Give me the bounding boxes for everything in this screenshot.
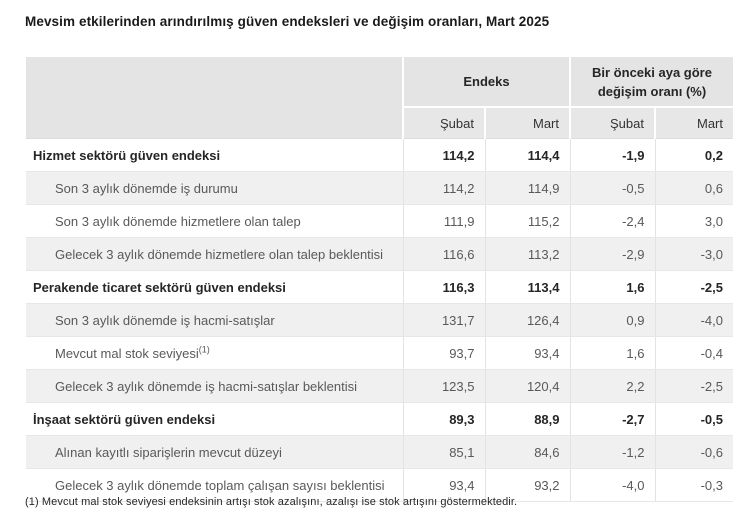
- cell-value: 89,3: [402, 402, 485, 436]
- footnote: (1) Mevcut mal stok seviyesi endeksinin …: [25, 496, 518, 508]
- subheader-change-mart: Mart: [654, 107, 733, 139]
- row-label: Hizmet sektörü güven endeksi: [26, 138, 403, 172]
- table-row: Hizmet sektörü güven endeksi 114,2 114,4 -1…: [26, 138, 733, 172]
- cell-value: -4,0: [654, 303, 733, 337]
- cell-value: 113,4: [484, 270, 570, 304]
- cell-value: -2,4: [569, 204, 655, 238]
- row-label: Gelecek 3 aylık dönemde iş hacmi-satışla…: [26, 369, 403, 403]
- table-row: Perakende ticaret sektörü güven endeksi 1…: [26, 270, 733, 304]
- table-row: Son 3 aylık dönemde iş durumu 114,2 114,9-…: [26, 171, 733, 205]
- cell-value: 93,2: [484, 468, 570, 502]
- cell-value: 126,4: [484, 303, 570, 337]
- cell-value: -1,2: [569, 435, 655, 469]
- cell-value: 3,0: [654, 204, 733, 238]
- cell-value: 131,7: [402, 303, 485, 337]
- cell-value: 111,9: [402, 204, 485, 238]
- cell-value: 93,7: [402, 336, 485, 370]
- cell-value: -2,5: [654, 270, 733, 304]
- cell-value: 120,4: [484, 369, 570, 403]
- cell-value: 93,4: [402, 468, 485, 502]
- subheader-endeks-subat: Şubat: [402, 107, 485, 139]
- cell-value: -2,7: [569, 402, 655, 436]
- table-row: Gelecek 3 aylık dönemde hizmetlere olan …: [26, 237, 733, 271]
- cell-value: 0,9: [569, 303, 655, 337]
- row-label: Perakende ticaret sektörü güven endeksi: [26, 270, 403, 304]
- row-label: Son 3 aylık dönemde iş durumu: [26, 171, 403, 205]
- cell-value: -0,4: [654, 336, 733, 370]
- cell-value: -1,9: [569, 138, 655, 172]
- table-row: Son 3 aylık dönemde iş hacmi-satışlar 131…: [26, 303, 733, 337]
- cell-value: -0,6: [654, 435, 733, 469]
- cell-value: 114,2: [402, 138, 485, 172]
- cell-value: -2,9: [569, 237, 655, 271]
- cell-value: 1,6: [569, 336, 655, 370]
- confidence-index-table: Endeks Bir önceki aya göre değişim oranı…: [26, 57, 733, 502]
- cell-value: 84,6: [484, 435, 570, 469]
- cell-value: -3,0: [654, 237, 733, 271]
- cell-value: 2,2: [569, 369, 655, 403]
- cell-value: 93,4: [484, 336, 570, 370]
- cell-value: -2,5: [654, 369, 733, 403]
- cell-value: 123,5: [402, 369, 485, 403]
- row-label: Gelecek 3 aylık dönemde hizmetlere olan …: [26, 237, 403, 271]
- row-label: Gelecek 3 aylık dönemde toplam çalışan s…: [26, 468, 403, 502]
- table-header: Endeks Bir önceki aya göre değişim oranı…: [26, 57, 733, 139]
- row-label: Son 3 aylık dönemde iş hacmi-satışlar: [26, 303, 403, 337]
- table-row: Alınan kayıtlı siparişlerin mevcut düzey…: [26, 435, 733, 469]
- table-body: Hizmet sektörü güven endeksi 114,2 114,4 -1…: [26, 138, 733, 502]
- cell-value: 116,3: [402, 270, 485, 304]
- table-row: İnşaat sektörü güven endeksi 89,3 88,9 -2,7…: [26, 402, 733, 436]
- col-group-change-rate: Bir önceki aya göre değişim oranı (%): [569, 57, 733, 108]
- row-label: Son 3 aylık dönemde hizmetlere olan tale…: [26, 204, 403, 238]
- cell-value: -0,5: [569, 171, 655, 205]
- subheader-endeks-mart: Mart: [484, 107, 570, 139]
- corner-header-cell: [26, 57, 404, 139]
- cell-value: 114,2: [402, 171, 485, 205]
- table-row: Son 3 aylık dönemde hizmetlere olan tale…: [26, 204, 733, 238]
- table-row: Gelecek 3 aylık dönemde toplam çalışan s…: [26, 468, 733, 502]
- table-row: Gelecek 3 aylık dönemde iş hacmi-satışla…: [26, 369, 733, 403]
- table-row: Mevcut mal stok seviyesi(1) 93,7 93,4 1,6 -0…: [26, 336, 733, 370]
- cell-value: 116,6: [402, 237, 485, 271]
- cell-value: 0,2: [654, 138, 733, 172]
- cell-value: 1,6: [569, 270, 655, 304]
- cell-value: -0,5: [654, 402, 733, 436]
- cell-value: 115,2: [484, 204, 570, 238]
- row-label: Mevcut mal stok seviyesi(1): [26, 336, 403, 370]
- cell-value: 114,9: [484, 171, 570, 205]
- page-title: Mevsim etkilerinden arındırılmış güven e…: [25, 14, 550, 29]
- footnote-marker: (1): [198, 344, 210, 355]
- subheader-change-subat: Şubat: [569, 107, 655, 139]
- cell-value: -0,3: [654, 468, 733, 502]
- cell-value: 113,2: [484, 237, 570, 271]
- row-label: Alınan kayıtlı siparişlerin mevcut düzey…: [26, 435, 403, 469]
- cell-value: 88,9: [484, 402, 570, 436]
- cell-value: 85,1: [402, 435, 485, 469]
- row-label: İnşaat sektörü güven endeksi: [26, 402, 403, 436]
- cell-value: 114,4: [484, 138, 570, 172]
- cell-value: -4,0: [569, 468, 655, 502]
- cell-value: 0,6: [654, 171, 733, 205]
- col-group-endeks: Endeks: [402, 57, 570, 108]
